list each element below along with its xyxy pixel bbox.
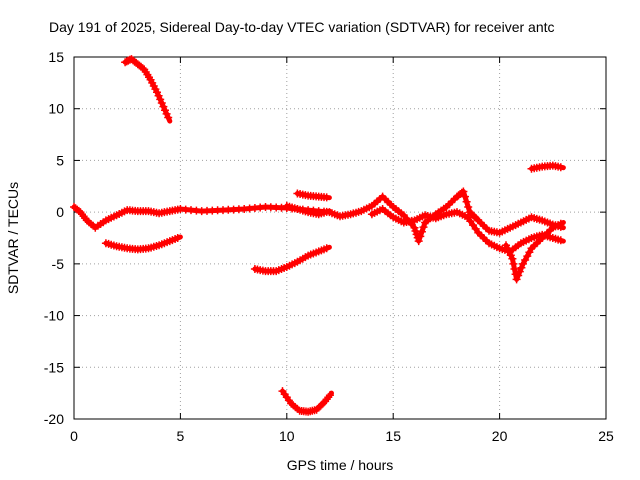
series-upper-right-track bbox=[527, 161, 566, 173]
data-point bbox=[515, 267, 524, 276]
data-point bbox=[416, 232, 425, 241]
y-axis-label: SDTVAR / TECUs bbox=[5, 182, 21, 294]
x-tick-label: 20 bbox=[492, 428, 508, 444]
y-tick-label: 10 bbox=[48, 101, 64, 117]
y-tick-label: 15 bbox=[48, 49, 64, 65]
data-point bbox=[325, 391, 334, 400]
series-short-mid-track bbox=[282, 201, 332, 219]
series-mid-track bbox=[250, 244, 332, 276]
data-point bbox=[417, 227, 426, 236]
data-point bbox=[156, 95, 165, 104]
data-point bbox=[464, 203, 473, 211]
series-upper-mid-track bbox=[293, 189, 332, 202]
data-point bbox=[510, 265, 519, 273]
axis-ticks bbox=[73, 56, 607, 420]
data-point bbox=[462, 197, 471, 206]
data-point bbox=[159, 102, 168, 111]
data-point bbox=[517, 263, 526, 272]
y-tick-label: -15 bbox=[44, 359, 64, 375]
x-tick-labels: 0 5 10 15 20 25 bbox=[70, 428, 614, 444]
x-tick-label: 25 bbox=[598, 428, 614, 444]
data-point bbox=[322, 244, 331, 253]
data-series bbox=[70, 55, 566, 416]
data-point bbox=[322, 207, 331, 216]
plot-frame bbox=[73, 56, 607, 420]
series-bottom-arc-track bbox=[278, 387, 334, 416]
data-point bbox=[157, 99, 166, 107]
data-point bbox=[556, 236, 565, 245]
x-tick-label: 15 bbox=[385, 428, 401, 444]
data-point bbox=[322, 193, 331, 202]
data-point bbox=[556, 219, 565, 228]
y-tick-label: -20 bbox=[44, 411, 64, 427]
data-point bbox=[514, 271, 523, 280]
data-point bbox=[414, 237, 423, 246]
data-point bbox=[161, 106, 169, 115]
x-tick-label: 10 bbox=[279, 428, 295, 444]
x-tick-label: 0 bbox=[70, 428, 78, 444]
series-secondary-track bbox=[367, 205, 566, 256]
data-point bbox=[459, 187, 468, 196]
data-point bbox=[153, 88, 161, 97]
data-point bbox=[162, 109, 171, 118]
data-point bbox=[556, 163, 565, 172]
y-tick-label: 0 bbox=[56, 204, 64, 220]
y-tick-label: -10 bbox=[44, 308, 64, 324]
data-point bbox=[154, 91, 163, 100]
series-lower-left-track bbox=[101, 234, 183, 254]
series-upper-arc-track bbox=[121, 55, 173, 124]
chart-title: Day 191 of 2025, Sidereal Day-to-day VTE… bbox=[49, 19, 555, 35]
data-point bbox=[461, 192, 469, 201]
data-point bbox=[164, 113, 173, 122]
data-point bbox=[512, 275, 521, 284]
data-point bbox=[509, 259, 518, 268]
y-tick-labels: -20 -15 -10 -5 0 5 10 15 bbox=[44, 49, 64, 427]
series-dip-track bbox=[502, 219, 566, 284]
series-line bbox=[122, 56, 173, 124]
y-tick-label: 5 bbox=[56, 152, 64, 168]
y-tick-label: -5 bbox=[52, 256, 65, 272]
x-tick-label: 5 bbox=[177, 428, 185, 444]
data-point bbox=[173, 234, 182, 242]
data-point bbox=[419, 223, 428, 232]
x-axis-label: GPS time / hours bbox=[287, 457, 394, 473]
data-point bbox=[508, 254, 517, 263]
